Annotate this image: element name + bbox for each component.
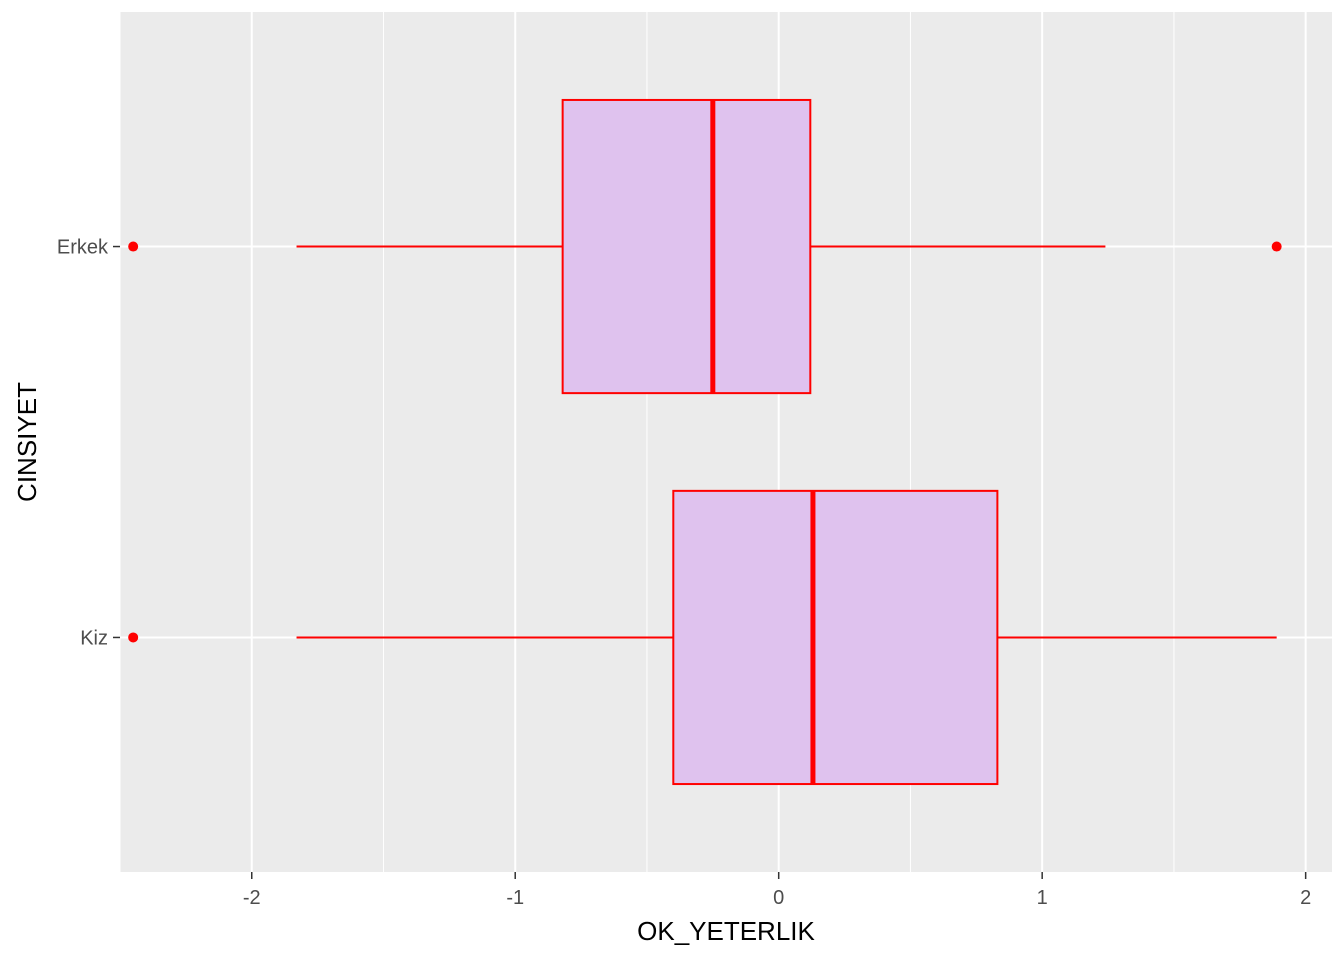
box-group — [128, 98, 1282, 395]
box-iqr — [672, 489, 999, 786]
x-tick-label: -1 — [506, 887, 524, 909]
box-iqr — [561, 98, 812, 395]
x-tick-label: -2 — [243, 887, 261, 909]
outlier-point — [128, 632, 139, 643]
y-tick-label: Erkek — [57, 237, 109, 259]
x-tick-label: 0 — [773, 887, 784, 909]
box-group — [128, 489, 1277, 786]
y-axis-title: CINSIYET — [12, 382, 42, 502]
x-axis: -2 -1 0 1 2 — [243, 872, 1311, 909]
x-axis-title: OK_YETERLIK — [637, 916, 815, 946]
boxes — [128, 98, 1282, 786]
outlier-point — [128, 241, 139, 252]
x-tick-label: 2 — [1300, 887, 1311, 909]
y-axis: Erkek Kiz — [57, 237, 120, 649]
y-tick-label: Kiz — [80, 627, 108, 649]
outlier-point — [1271, 241, 1282, 252]
x-tick-label: 1 — [1037, 887, 1048, 909]
